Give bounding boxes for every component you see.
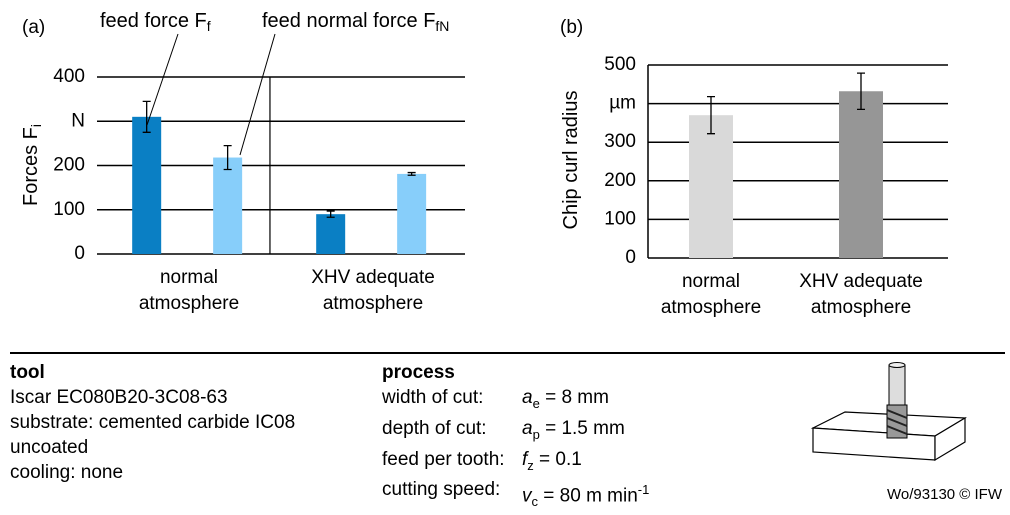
x-tick-label: XHV adequate (311, 267, 435, 288)
y-tick-label: 200 (604, 170, 636, 191)
formula: fz = 0.1 (522, 447, 582, 478)
x-tick-label: atmosphere (661, 297, 761, 318)
bar (689, 115, 733, 259)
y-axis-label-text: Forces F (20, 127, 42, 206)
y-tick-label: 500 (604, 54, 636, 75)
legend-text: feed force F (100, 10, 207, 32)
y-tick-label: 300 (604, 131, 636, 152)
y-tick-label: 0 (625, 247, 636, 268)
variable: a (522, 387, 533, 408)
formula-rest: = 8 mm (539, 387, 609, 408)
y-tick-label: 400 (53, 66, 85, 87)
legend-leader (146, 33, 179, 126)
bar (316, 214, 346, 254)
error-bar (407, 171, 416, 176)
process-label: cutting speed: (382, 479, 501, 501)
x-tick-label: atmosphere (139, 293, 239, 314)
error-bar (223, 144, 232, 171)
y-tick-label: 100 (604, 208, 636, 229)
formula: vc = 80 m min-1 (522, 477, 649, 514)
bar (839, 91, 883, 258)
formula-rest: = 0.1 (533, 448, 582, 470)
formula: ap = 1.5 mm (522, 416, 625, 447)
process-row: feed per tooth: fz = 0.1 (382, 447, 649, 478)
process-label: depth of cut: (382, 417, 487, 439)
y-tick-label: 200 (53, 155, 85, 176)
y-axis-label: Chip curl radius (560, 91, 582, 230)
subscript: e (532, 395, 540, 411)
tool-line: substrate: cemented carbide IC08 (10, 412, 296, 433)
error-bar (326, 210, 335, 218)
divider (10, 352, 1005, 354)
x-tick-label: XHV adequate (799, 271, 923, 292)
y-tick-label: N (71, 110, 85, 131)
panel-label: (a) (22, 17, 45, 38)
y-axis-label-text: Chip curl radius (560, 91, 582, 230)
legend-sub: f (207, 18, 211, 34)
bar (213, 157, 243, 254)
process-row: width of cut: ae = 8 mm (382, 385, 649, 416)
legend-text: feed normal force F (262, 10, 435, 32)
x-tick-label: atmosphere (811, 297, 911, 318)
error-bar (142, 100, 151, 133)
charts: (a) Forces Fi 0 100 200 N 400 normal atmosphere X… (20, 10, 948, 318)
process-label: feed per tooth: (382, 448, 505, 470)
variable: f (522, 448, 528, 470)
x-tick-label: atmosphere (323, 293, 423, 314)
bar (132, 116, 162, 254)
y-tick-label: 0 (74, 243, 85, 264)
variable: v (522, 485, 532, 507)
tool-line: cooling: none (10, 462, 124, 483)
tool-illustration (810, 362, 968, 462)
legend-entry: feed force Ff (100, 10, 211, 33)
y-axis-label-sub: i (28, 124, 44, 127)
panel-label: (b) (560, 17, 583, 38)
subscript: z (527, 457, 534, 473)
subscript: p (532, 426, 540, 442)
superscript: -1 (637, 482, 650, 498)
tool-title: tool (10, 362, 45, 383)
y-tick-label: 100 (53, 199, 85, 220)
legend-entry: feed normal force FfN (262, 10, 449, 33)
variable: a (522, 417, 533, 439)
error-bar (707, 96, 715, 135)
legend-leader (239, 33, 276, 156)
formula-rest: = 80 m min (538, 485, 638, 507)
process-block: process width of cut: ae = 8 mm depth of c… (382, 360, 649, 515)
y-tick-label: µm (609, 93, 636, 114)
tool-line: uncoated (10, 437, 89, 458)
formula-rest: = 1.5 mm (539, 417, 625, 439)
y-axis-label: Forces Fi (20, 124, 43, 206)
process-row: depth of cut: ap = 1.5 mm (382, 416, 649, 447)
x-tick-label: normal (160, 267, 218, 288)
formula: ae = 8 mm (522, 385, 609, 416)
credit: Wo/93130 © IFW (887, 486, 1002, 503)
bar (397, 173, 427, 254)
tool-line: Iscar EC080B20-3C08-63 (10, 387, 228, 408)
tool-block: tool Iscar EC080B20-3C08-63 substrate: c… (10, 360, 295, 485)
error-bar (857, 72, 865, 111)
subscript: c (531, 494, 539, 510)
legend-sub: fN (435, 18, 449, 34)
process-row: cutting speed: vc = 80 m min-1 (382, 477, 649, 514)
process-label: width of cut: (382, 387, 484, 408)
process-title: process (382, 362, 455, 383)
x-tick-label: normal (682, 271, 740, 292)
